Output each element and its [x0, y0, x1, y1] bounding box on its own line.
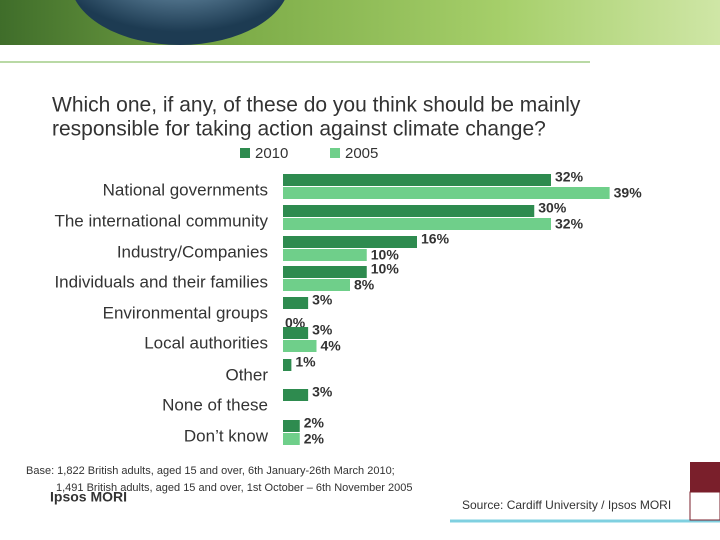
value-label: 30% — [538, 200, 567, 216]
bar — [283, 279, 350, 291]
logo-box — [689, 491, 720, 521]
bar — [283, 433, 300, 445]
legend-swatch — [330, 148, 340, 158]
value-label: 1% — [295, 354, 316, 370]
value-label: 2% — [304, 431, 325, 447]
bar — [283, 420, 300, 432]
source: Source: Cardiff University / Ipsos MORI — [462, 498, 671, 512]
category-label: None of these — [162, 395, 268, 414]
value-label: 32% — [555, 216, 584, 232]
logo: Ipsos MORI — [50, 489, 127, 505]
category-label: Don’t know — [184, 426, 269, 445]
value-label: 4% — [321, 338, 342, 354]
bar — [283, 205, 535, 217]
value-label: 16% — [421, 231, 450, 247]
value-label: 0% — [285, 315, 306, 331]
category-label: Other — [225, 365, 268, 384]
base-note: 1,491 British adults, aged 15 and over, … — [56, 482, 413, 494]
value-label: 2% — [304, 415, 325, 431]
bar — [283, 187, 610, 199]
category-label: Individuals and their families — [54, 272, 268, 291]
legend-label: 2005 — [345, 145, 378, 162]
category-label: Local authorities — [144, 333, 268, 352]
bar — [283, 327, 309, 339]
legend-label: 2010 — [255, 145, 288, 162]
logo-box — [690, 462, 720, 492]
value-label: 3% — [312, 322, 333, 338]
category-label: The international community — [54, 211, 268, 230]
value-label: 10% — [371, 247, 400, 263]
bar — [283, 297, 309, 309]
category-label: National governments — [103, 180, 268, 199]
title-line: responsible for taking action against cl… — [52, 118, 546, 141]
category-label: Industry/Companies — [117, 242, 268, 261]
bar — [283, 218, 551, 230]
title-line: Which one, if any, of these do you think… — [52, 94, 581, 117]
bar — [283, 249, 367, 261]
bar — [283, 359, 292, 371]
bar — [283, 236, 417, 248]
value-label: 10% — [371, 261, 400, 277]
bar — [283, 174, 551, 186]
bar — [283, 389, 309, 401]
legend-swatch — [240, 148, 250, 158]
value-label: 39% — [614, 185, 643, 201]
bar — [283, 340, 317, 352]
value-label: 3% — [312, 292, 333, 308]
category-label: Environmental groups — [103, 303, 268, 322]
value-label: 3% — [312, 384, 333, 400]
globe — [75, 0, 285, 45]
value-label: 8% — [354, 277, 375, 293]
value-label: 32% — [555, 169, 584, 185]
base-note: Base: 1,822 British adults, aged 15 and … — [26, 465, 395, 477]
bar — [283, 266, 367, 278]
